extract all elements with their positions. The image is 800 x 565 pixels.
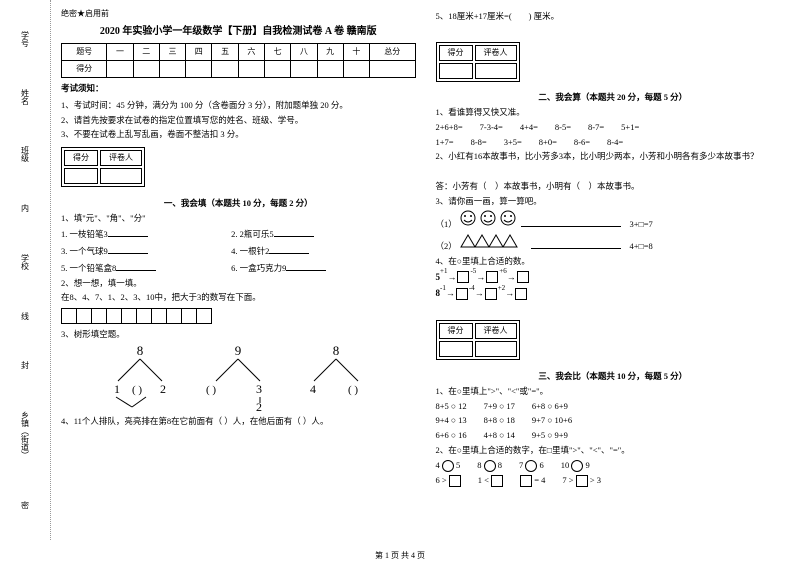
scorebox-pingjuan: 评卷人 — [475, 45, 517, 61]
s2q1r2: 1+7= 8-8= 3+5= 8+0= 8-6= 8-4= — [436, 136, 791, 149]
s2q2: 2、小红有16本故事书，比小芳多3本，比小明少两本，小芳和小明各有多少本故事书？ — [436, 150, 791, 163]
bind-banji: 班级 — [20, 146, 31, 162]
bind-mi: 密 — [20, 501, 31, 509]
arrow-row-1: 5+1→-5→+6→ — [436, 271, 791, 285]
blank — [269, 243, 309, 254]
blank — [531, 238, 621, 249]
s2q2a: 答：小芳有（ ）本故事书，小明有（ ）本故事书。 — [436, 180, 791, 193]
s2q3: 3、请你画一画，算一算吧。 — [436, 195, 791, 208]
q5-stem: 5、18厘米+17厘米=( ) 厘米。 — [436, 10, 791, 23]
faces-row: （1） 3+□=7 — [436, 209, 791, 231]
svg-text:( ): ( ) — [348, 384, 358, 396]
scorebox-3: 得分评卷人 — [436, 320, 520, 360]
s2q3a: 3+□=7 — [630, 219, 653, 229]
left-column: 绝密★启用前 2020 年实验小学一年级数学【下册】自我检测试卷 A 卷 赣南版… — [51, 0, 426, 540]
secret-label: 绝密★启用前 — [61, 8, 416, 20]
scorebox-defen: 得分 — [64, 150, 98, 166]
q3-stem: 3、树形填空题。 — [61, 328, 416, 341]
note-1: 1、考试时间：45 分钟，满分为 100 分（含卷面分 3 分），附加题单独 2… — [61, 99, 416, 112]
q1a: 1. 一枝铅笔3 — [61, 229, 108, 239]
svg-text:9: 9 — [235, 343, 242, 358]
svg-text:1: 1 — [114, 382, 120, 396]
q2-stem: 2、想一想，填一填。 — [61, 277, 416, 290]
svg-text:( ): ( ) — [206, 384, 216, 396]
q1b: 2. 2瓶可乐5 — [231, 229, 274, 239]
triangles-row: （2） 4+□=8 — [436, 233, 791, 253]
scorebox-2: 得分评卷人 — [436, 42, 520, 82]
sec2-title: 二、我会算（本题共 20 分，每题 5 分） — [436, 91, 791, 104]
s3q1r1: 8+5 ○ 12 7+9 ○ 17 6+8 ○ 6+9 — [436, 400, 791, 413]
scorebox-defen: 得分 — [439, 323, 473, 339]
smiley-icons — [459, 209, 519, 227]
sec3-title: 三、我会比（本题共 10 分，每题 5 分） — [436, 370, 791, 383]
s2q1r1: 2+6+8= 7-3-4= 4+4= 8-5= 8-7= 5+1= — [436, 121, 791, 134]
tree-diagrams: 8 1 ( ) 2 9 ( ) 3 2 8 4 ( ) — [61, 343, 416, 413]
bind-feng: 封 — [20, 361, 31, 369]
s3q2r1: 4 5 8 8 7 6 10 9 — [436, 459, 791, 472]
q1e: 5. 一个铅笔盒8 — [61, 263, 116, 273]
bind-xiangzhen: 乡镇（街道） — [20, 411, 31, 459]
q4-stem: 4、11个人排队，亮亮排在第8在它前面有（ ）人，在他后面有（ ）人。 — [61, 415, 416, 428]
s2q1: 1、看谁算得又快又准。 — [436, 106, 791, 119]
bind-nei: 内 — [20, 204, 31, 212]
q2a: 在8、4、7、1、2、3、10中，把大于3的数写在下面。 — [61, 291, 416, 304]
q1d: 4. 一根针2 — [231, 246, 269, 256]
answer-boxes — [61, 308, 416, 324]
q1f: 6. 一盒巧克力9 — [231, 263, 286, 273]
bind-xingming: 姓名 — [20, 89, 31, 105]
page-footer: 第 1 页 共 4 页 — [0, 550, 800, 561]
scorebox-1: 得分评卷人 — [61, 147, 145, 187]
right-column: 5、18厘米+17厘米=( ) 厘米。 得分评卷人 二、我会算（本题共 20 分… — [426, 0, 800, 540]
s3q1: 1、在○里填上">"、"<"或"="。 — [436, 385, 791, 398]
s3q1r2: 9+4 ○ 13 8+8 ○ 18 9+7 ○ 10+6 — [436, 414, 791, 427]
blank — [521, 216, 621, 227]
s3q2: 2、在○里填上合适的数字，在□里填">"、"<"、"="。 — [436, 444, 791, 457]
svg-text:2: 2 — [256, 400, 262, 413]
score-table: 题号一二三四五六七八九十总分 得分 — [61, 43, 416, 78]
note-3: 3、不要在试卷上乱写乱画，卷面不整洁扣 3 分。 — [61, 128, 416, 141]
svg-text:4: 4 — [310, 382, 316, 396]
note-2: 2、请首先按要求在试卷的指定位置填写您的姓名、班级、学号。 — [61, 114, 416, 127]
svg-text:3: 3 — [256, 382, 262, 396]
svg-text:8: 8 — [333, 343, 340, 358]
scorebox-defen: 得分 — [439, 45, 473, 61]
notes-title: 考试须知： — [61, 82, 416, 95]
triangle-icons — [459, 233, 529, 249]
blank — [116, 260, 156, 271]
svg-text:2: 2 — [160, 382, 166, 396]
svg-text:( ): ( ) — [132, 384, 142, 396]
bind-xian: 线 — [20, 312, 31, 320]
arrow-row-2: 8-1→-4→+2→ — [436, 287, 791, 301]
s3q2r2: 6 > 1 < = 4 7 > > 3 — [436, 474, 791, 487]
s2q3b: 4+□=8 — [630, 241, 653, 251]
bind-xuehao: 学号 — [20, 31, 31, 47]
blank — [108, 243, 148, 254]
q1-stem: 1、填"元"、"角"、"分" — [61, 212, 416, 225]
q1c: 3. 一个气球9 — [61, 246, 108, 256]
blank — [286, 260, 326, 271]
s3q1r3: 6+6 ○ 16 4+8 ○ 14 9+5 ○ 9+9 — [436, 429, 791, 442]
scorebox-pingjuan: 评卷人 — [100, 150, 142, 166]
svg-text:8: 8 — [137, 343, 144, 358]
sec1-title: 一、我会填（本题共 10 分，每题 2 分） — [61, 197, 416, 210]
bind-xuexiao: 学校 — [20, 254, 31, 270]
exam-title: 2020 年实验小学一年级数学【下册】自我检测试卷 A 卷 赣南版 — [61, 24, 416, 39]
blank — [108, 226, 148, 237]
s2q4: 4、在○里填上合适的数。 — [436, 255, 791, 268]
blank — [274, 226, 314, 237]
scorebox-pingjuan: 评卷人 — [475, 323, 517, 339]
binding-margin: 学号 姓名 班级 内 学校 线 封 乡镇（街道） 密 — [0, 0, 51, 540]
